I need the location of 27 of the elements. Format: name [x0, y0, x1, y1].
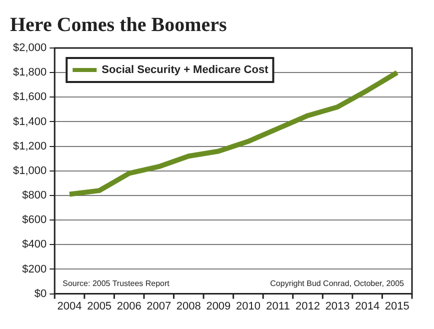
x-tick-label: 2004	[57, 300, 82, 312]
x-tick-label: 2012	[296, 300, 320, 312]
y-tick-label: $1,600	[12, 91, 47, 104]
x-tick-label: 2015	[384, 300, 410, 312]
y-tick-label: $1,000	[12, 164, 47, 177]
y-tick-label: $0	[34, 288, 47, 300]
y-tick-label: $800	[22, 190, 47, 202]
x-tick-label: 2007	[146, 300, 172, 312]
y-tick-label: $600	[22, 214, 47, 226]
y-tick-label: $2,000	[12, 42, 47, 54]
x-tick-label: 2006	[116, 300, 142, 312]
y-tick-label: $200	[22, 263, 47, 276]
x-tick-label: 2005	[87, 300, 112, 312]
x-tick-label: 2010	[236, 300, 260, 312]
x-tick-label: 2011	[266, 300, 290, 312]
y-tick-label: $1,400	[12, 116, 47, 128]
legend-label: Social Security + Medicare Cost	[102, 64, 269, 76]
annotation: Copyright Bud Conrad, October, 2005	[270, 279, 405, 288]
x-tick-label: 2009	[206, 300, 231, 312]
y-tick-label: $400	[22, 238, 47, 251]
x-tick-label: 2008	[176, 300, 201, 312]
y-tick-label: $1,200	[12, 140, 47, 152]
x-tick-label: 2013	[325, 300, 350, 312]
x-tick-label: 2014	[355, 300, 380, 312]
y-tick-label: $1,800	[12, 66, 47, 79]
annotation: Source: 2005 Trustees Report	[62, 279, 170, 288]
chart-title: Here Comes the Boomers	[10, 14, 228, 36]
